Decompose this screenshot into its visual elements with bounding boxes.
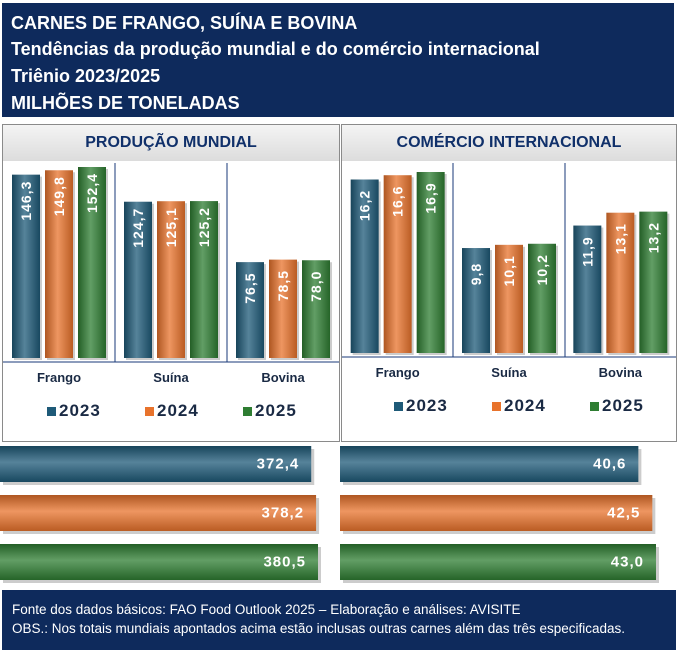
- bar-value-label: 124,7: [130, 208, 146, 248]
- total-value-label: 40,6: [593, 456, 626, 473]
- bar-value-label: 9,8: [468, 263, 484, 285]
- category-label: Frango: [376, 365, 420, 380]
- total-bar-2024: [0, 495, 317, 531]
- total-value-label: 380,5: [263, 554, 306, 571]
- bar-value-label: 152,4: [84, 173, 100, 213]
- total-bar-2023: [0, 446, 312, 482]
- bar-value-label: 125,1: [163, 207, 179, 247]
- bar-suína-2025: [528, 243, 556, 353]
- legend-swatch-2024: [145, 407, 154, 416]
- footer-source: Fonte dos dados básicos: FAO Food Outloo…: [12, 602, 521, 617]
- legend-label-2023: 2023: [59, 401, 101, 420]
- header-period: Triênio 2023/2025: [11, 66, 161, 86]
- bar-value-label: 146,3: [18, 181, 34, 221]
- bar-bovina-2023: [236, 262, 264, 358]
- bar-bovina-2025: [302, 260, 330, 358]
- legend-swatch-2023: [394, 402, 403, 411]
- bar-frango-2025: [78, 167, 106, 358]
- category-label: Suína: [491, 365, 527, 380]
- trade-bar-chart: 16,2 16,6 16,9 Frango 9,8 10,1 10,2 Suína 11,9 13…: [342, 163, 676, 415]
- bar-value-label: 10,1: [501, 255, 517, 286]
- bar-bovina-2024: [269, 259, 297, 358]
- total-bar-2024: [340, 495, 653, 531]
- total-value-label: 42,5: [607, 505, 640, 522]
- total-bar-2023: [340, 446, 639, 482]
- bar-suína-2025: [190, 201, 218, 358]
- production-totals-chart: 372,4 378,2 380,5: [0, 446, 321, 583]
- total-bar-2025: [340, 544, 656, 580]
- trade-totals-chart: 40,6 42,5 43,0: [340, 446, 659, 583]
- legend-label-2025: 2025: [602, 396, 644, 415]
- bar-frango-2024: [45, 170, 73, 358]
- bar-bovina-2023: [573, 225, 602, 353]
- legend-swatch-2023: [47, 407, 56, 416]
- production-panel: PRODUÇÃO MUNDIAL 146,3 149,8 152,4 Frango 12…: [2, 124, 340, 442]
- legend-swatch-2025: [243, 407, 252, 416]
- bar-value-label: 16,6: [390, 186, 406, 217]
- bar-frango-2024: [383, 175, 412, 353]
- legend-label-2024: 2024: [504, 396, 546, 415]
- production-bar-chart: 146,3 149,8 152,4 Frango 124,7 125,1 125,2 Suín…: [3, 163, 339, 420]
- legend-label-2023: 2023: [406, 396, 448, 415]
- bar-frango-2023: [12, 174, 40, 358]
- bar-suína-2023: [462, 248, 490, 353]
- bar-value-label: 16,2: [357, 190, 373, 221]
- total-value-label: 43,0: [611, 554, 644, 571]
- bar-value-label: 125,2: [196, 207, 212, 247]
- category-label: Bovina: [261, 370, 305, 385]
- legend-swatch-2024: [492, 402, 501, 411]
- header-title: CARNES DE FRANGO, SUÍNA E BOVINA: [11, 13, 358, 33]
- total-value-label: 372,4: [257, 456, 300, 473]
- bar-value-label: 149,8: [51, 176, 67, 216]
- footer-banner: Fonte dos dados básicos: FAO Food Outloo…: [2, 590, 676, 650]
- bar-bovina-2025: [639, 211, 668, 353]
- bar-frango-2025: [416, 172, 445, 353]
- total-value-label: 378,2: [262, 505, 305, 522]
- production-panel-title: PRODUÇÃO MUNDIAL: [3, 125, 339, 161]
- bar-value-label: 11,9: [579, 236, 595, 266]
- trade-panel-title: COMÉRCIO INTERNACIONAL: [342, 125, 676, 161]
- bar-frango-2023: [350, 179, 379, 353]
- legend-swatch-2025: [590, 402, 599, 411]
- trade-panel: COMÉRCIO INTERNACIONAL 16,2 16,6 16,9 Frang…: [341, 124, 677, 442]
- bar-value-label: 10,2: [534, 254, 550, 285]
- bar-value-label: 13,1: [612, 223, 628, 254]
- bar-bovina-2024: [606, 212, 635, 353]
- bar-value-label: 13,2: [645, 222, 661, 253]
- total-bar-2025: [0, 544, 318, 580]
- legend-label-2025: 2025: [255, 401, 297, 420]
- bar-value-label: 76,5: [242, 272, 258, 303]
- bar-value-label: 16,9: [423, 182, 439, 213]
- header-banner: CARNES DE FRANGO, SUÍNA E BOVINA Tendênc…: [2, 3, 674, 117]
- header-subtitle: Tendências da produção mundial e do comé…: [11, 39, 540, 59]
- bar-suína-2024: [495, 244, 523, 353]
- category-label: Frango: [37, 370, 81, 385]
- category-label: Bovina: [599, 365, 643, 380]
- bar-value-label: 78,0: [308, 271, 324, 302]
- header-unit: MILHÕES DE TONELADAS: [11, 93, 240, 113]
- bar-value-label: 78,5: [275, 270, 291, 301]
- legend-label-2024: 2024: [157, 401, 199, 420]
- category-label: Suína: [153, 370, 189, 385]
- footer-note: OBS.: Nos totais mundiais apontados acim…: [12, 621, 626, 636]
- bar-suína-2024: [157, 201, 185, 358]
- bar-suína-2023: [124, 201, 152, 358]
